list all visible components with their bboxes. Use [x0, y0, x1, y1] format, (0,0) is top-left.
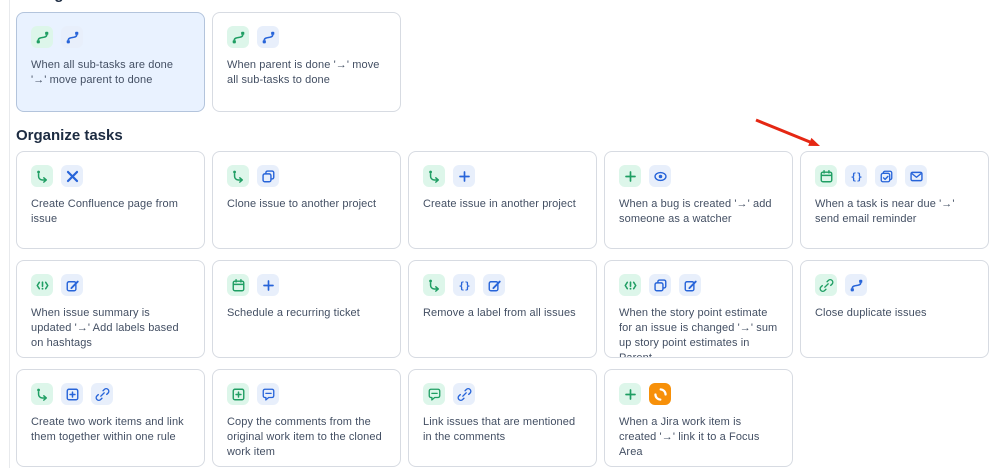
field-changed-icon: [619, 274, 641, 296]
branch-icon: [227, 165, 249, 187]
workflow-icon: [257, 26, 279, 48]
card-label: Remove a label from all issues: [423, 307, 576, 319]
plus-icon: [453, 165, 475, 187]
card-label: Link issues that are mentioned in the co…: [423, 416, 576, 443]
card-label: When a Jira work item is created '→' lin…: [619, 416, 760, 458]
braces-icon: [453, 274, 475, 296]
template-card[interactable]: Clone issue to another project: [212, 151, 401, 249]
template-card[interactable]: Create issue in another project: [408, 151, 597, 249]
branch-icon: [423, 165, 445, 187]
card-icons: [227, 26, 386, 48]
card-label: When all sub-tasks are done '→' move par…: [31, 59, 174, 86]
card-label: Create issue in another project: [423, 198, 576, 210]
card-icons: [227, 274, 386, 296]
workflow-icon: [31, 26, 53, 48]
card-label: When issue summary is updated '→' Add la…: [31, 307, 179, 349]
plus-square-icon: [227, 383, 249, 405]
card-label: When the story point estimate for an iss…: [619, 307, 778, 358]
template-card[interactable]: When a task is near due '→' send email r…: [800, 151, 989, 249]
organize-templates-grid: Create Confluence page from issue Clone i…: [16, 151, 998, 467]
clone-icon: [649, 274, 671, 296]
template-card[interactable]: Link issues that are mentioned in the co…: [408, 369, 597, 467]
branch-icon: [31, 165, 53, 187]
calendar-icon: [815, 165, 837, 187]
card-icons: [423, 274, 582, 296]
plus-square-icon: [61, 383, 83, 405]
card-icons: [815, 274, 974, 296]
card-label: Copy the comments from the original work…: [227, 416, 382, 458]
card-label: Create two work items and link them toge…: [31, 416, 184, 443]
subtask-templates-grid: When all sub-tasks are done '→' move par…: [16, 12, 998, 112]
workflow-icon: [61, 26, 83, 48]
edit-icon: [61, 274, 83, 296]
left-divider: [9, 0, 10, 468]
card-icons: [619, 274, 778, 296]
edit-icon: [679, 274, 701, 296]
comment-icon: [423, 383, 445, 405]
plus-icon: [257, 274, 279, 296]
link-icon: [453, 383, 475, 405]
template-card[interactable]: Close duplicate issues: [800, 260, 989, 358]
card-label: Clone issue to another project: [227, 198, 377, 210]
template-card[interactable]: Schedule a recurring ticket: [212, 260, 401, 358]
template-card[interactable]: When issue summary is updated '→' Add la…: [16, 260, 205, 358]
new-badge: NEW: [619, 466, 649, 467]
card-label: When a bug is created '→' add someone as…: [619, 198, 772, 225]
branch-icon: [423, 274, 445, 296]
card-label: Close duplicate issues: [815, 307, 927, 319]
card-icons: [619, 383, 778, 405]
card-icons: [815, 165, 974, 187]
copy-check-icon: [875, 165, 897, 187]
workflow-icon: [227, 26, 249, 48]
envelope-icon: [905, 165, 927, 187]
card-icons: [423, 165, 582, 187]
plus-icon: [619, 383, 641, 405]
card-icons: [31, 26, 190, 48]
card-label: Schedule a recurring ticket: [227, 307, 360, 319]
template-card[interactable]: When parent is done '→' move all sub-tas…: [212, 12, 401, 112]
card-icons: [619, 165, 778, 187]
calendar-icon: [227, 274, 249, 296]
template-card[interactable]: Remove a label from all issues: [408, 260, 597, 358]
clone-icon: [257, 165, 279, 187]
confluence-icon: [61, 165, 83, 187]
card-icons: [227, 165, 386, 187]
plus-icon: [619, 165, 641, 187]
card-icons: [31, 383, 190, 405]
edit-icon: [483, 274, 505, 296]
template-card[interactable]: When a Jira work item is created '→' lin…: [604, 369, 793, 467]
braces-icon: [845, 165, 867, 187]
link-icon: [91, 383, 113, 405]
organize-tasks-heading: Organize tasks: [16, 127, 123, 144]
template-card[interactable]: When all sub-tasks are done '→' move par…: [16, 12, 205, 112]
template-card[interactable]: Create Confluence page from issue: [16, 151, 205, 249]
card-icons: [423, 383, 582, 405]
template-card[interactable]: Copy the comments from the original work…: [212, 369, 401, 467]
template-card[interactable]: When a bug is created '→' add someone as…: [604, 151, 793, 249]
template-card[interactable]: When the story point estimate for an iss…: [604, 260, 793, 358]
eye-icon: [649, 165, 671, 187]
link-icon: [815, 274, 837, 296]
card-icons: [227, 383, 386, 405]
card-icons: [31, 274, 190, 296]
card-icons: [31, 165, 190, 187]
focus-icon: [649, 383, 671, 405]
comment-icon: [257, 383, 279, 405]
card-label: When a task is near due '→' send email r…: [815, 198, 955, 225]
card-label: When parent is done '→' move all sub-tas…: [227, 59, 380, 86]
field-changed-icon: [31, 274, 53, 296]
branch-icon: [31, 383, 53, 405]
workflow-icon: [845, 274, 867, 296]
template-card[interactable]: Create two work items and link them toge…: [16, 369, 205, 467]
clipped-section-heading: Manage sub-tasks: [16, 0, 146, 3]
card-label: Create Confluence page from issue: [31, 198, 179, 225]
